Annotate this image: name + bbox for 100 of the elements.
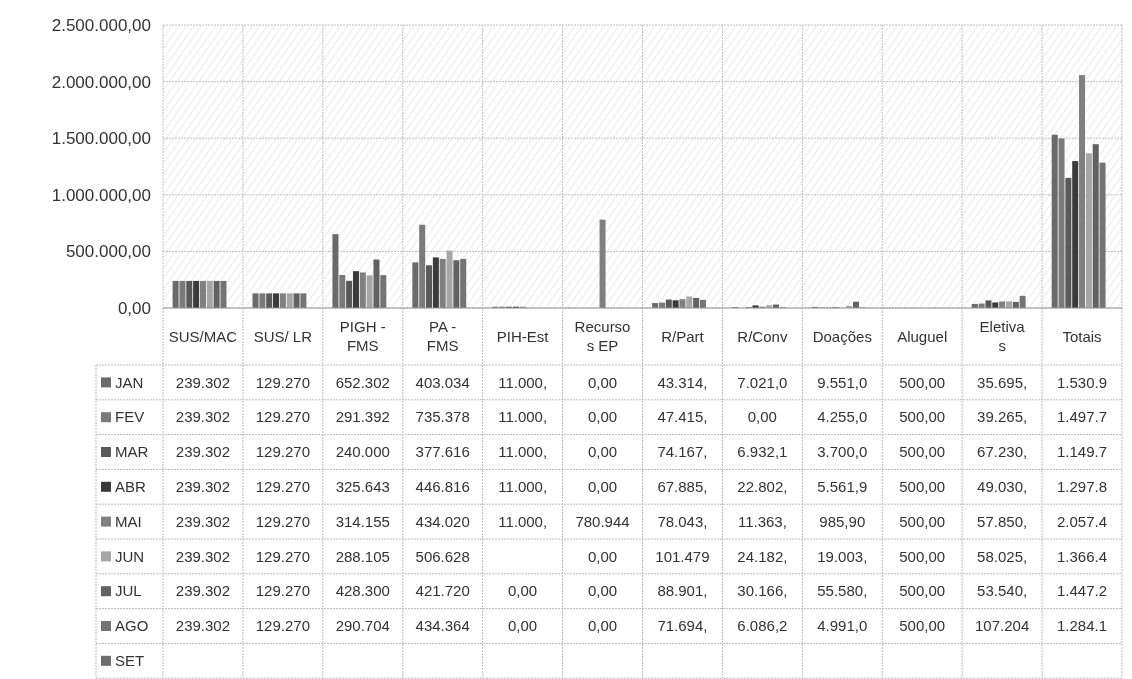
x-tick-label: Eletivas [979, 318, 1026, 355]
data-label: 88.901, [657, 582, 708, 600]
data-label: 428.300 [335, 582, 390, 600]
y-tick-label: 0,00 [117, 298, 151, 318]
data-label: 1.149.7 [1057, 443, 1108, 461]
legend-label: JAN [115, 373, 144, 391]
data-label: 0,00 [587, 478, 618, 496]
data-label: 1.366.4 [1057, 547, 1108, 565]
data-label: 500,00 [899, 373, 946, 391]
data-label: 11.000, [498, 478, 548, 496]
data-label: 1.530.9 [1057, 373, 1108, 391]
data-label: 11.000, [498, 408, 548, 426]
data-label: 129.270 [255, 617, 310, 635]
data-label: 421.720 [415, 582, 470, 600]
data-label: 58.025, [977, 547, 1028, 565]
data-label: 1.297.8 [1057, 478, 1108, 496]
data-label: 74.167, [657, 443, 708, 461]
data-label: 1.447.2 [1057, 582, 1108, 600]
data-label: 49.030, [977, 478, 1028, 496]
data-label: 239.302 [175, 512, 231, 530]
data-label: 1.497.7 [1057, 408, 1108, 426]
legend-label: ABR [115, 478, 147, 496]
data-label: 291.392 [335, 408, 390, 426]
data-label: 57.850, [977, 512, 1028, 530]
x-tick-label: PIGH - FMS [339, 318, 386, 355]
data-label: 434.364 [415, 617, 470, 635]
x-tick-label: Aluguel [897, 327, 948, 345]
data-label: 129.270 [255, 582, 310, 600]
data-label: 2.057.4 [1057, 512, 1108, 530]
data-label: 652.302 [335, 373, 390, 391]
data-label: 71.694, [657, 617, 708, 635]
legend-label: MAR [115, 443, 149, 461]
x-tick-label: SUS/MAC [168, 327, 238, 345]
data-label: 239.302 [175, 547, 231, 565]
data-label: 6.932,1 [737, 443, 788, 461]
data-label: 47.415, [657, 408, 708, 426]
data-label: 67.230, [977, 443, 1028, 461]
data-label: 55.580, [817, 582, 868, 600]
data-label: 0,00 [587, 582, 618, 600]
data-label: 129.270 [255, 443, 310, 461]
data-label: 3.700,0 [817, 443, 868, 461]
data-label: 129.270 [255, 373, 310, 391]
data-label: 0,00 [508, 617, 538, 635]
data-label: 500,00 [899, 408, 946, 426]
x-tick-label: PA - FMS [426, 318, 459, 355]
legend-label: JUL [115, 582, 142, 600]
data-label: 239.302 [175, 443, 231, 461]
data-label: 500,00 [899, 547, 946, 565]
legend-label: AGO [115, 617, 149, 635]
data-label: 67.885, [657, 478, 708, 496]
x-tick-label: Totais [1062, 327, 1102, 345]
data-label: 500,00 [899, 478, 946, 496]
legend-label: MAI [115, 512, 142, 530]
y-tick-label: 1.500.000,00 [51, 129, 151, 149]
data-label: 5.561,9 [817, 478, 868, 496]
data-label: 11.000, [498, 373, 548, 391]
data-label: 9.551,0 [817, 373, 868, 391]
data-label: 24.182, [737, 547, 788, 565]
data-label: 314.155 [335, 512, 390, 530]
x-tick-label: R/Part [661, 327, 705, 345]
data-label: 403.034 [415, 373, 470, 391]
data-label: 239.302 [175, 478, 231, 496]
data-label: 11.363, [737, 512, 787, 530]
data-label: 107.204 [975, 617, 1030, 635]
data-label: 4.991,0 [817, 617, 868, 635]
data-label: 290.704 [335, 617, 390, 635]
data-label: 1.284.1 [1057, 617, 1108, 635]
data-label: 239.302 [175, 373, 231, 391]
data-label: 0,00 [587, 373, 618, 391]
data-label: 0,00 [587, 617, 618, 635]
data-label: 0,00 [587, 408, 618, 426]
data-label: 22.802, [737, 478, 788, 496]
data-label: 239.302 [175, 617, 231, 635]
data-label: 129.270 [255, 547, 310, 565]
data-label: 377.616 [415, 443, 470, 461]
data-label: 780.944 [575, 512, 630, 530]
data-label: 4.255,0 [817, 408, 868, 426]
data-label: 7.021,0 [737, 373, 788, 391]
y-tick-label: 1.000.000,00 [51, 185, 151, 205]
data-label: 239.302 [175, 582, 231, 600]
legend-label: JUN [115, 547, 145, 565]
x-tick-label: Recursos EP [574, 318, 631, 355]
data-label: 446.816 [415, 478, 470, 496]
data-label: 239.302 [175, 408, 231, 426]
legend-label: FEV [115, 408, 145, 426]
data-label: 500,00 [899, 582, 946, 600]
x-tick-label: PIH-Est [496, 327, 550, 345]
data-label: 129.270 [255, 512, 310, 530]
legend-label: SET [115, 652, 145, 670]
data-label: 500,00 [899, 443, 946, 461]
data-label: 500,00 [899, 512, 946, 530]
data-label: 30.166, [737, 582, 788, 600]
data-label: 101.479 [655, 547, 710, 565]
data-label: 506.628 [415, 547, 470, 565]
data-label: 35.695, [977, 373, 1028, 391]
data-label: 39.265, [977, 408, 1028, 426]
y-tick-label: 500.000,00 [65, 242, 151, 262]
data-label: 6.086,2 [737, 617, 788, 635]
x-tick-label: R/Conv [737, 327, 788, 345]
data-label: 325.643 [335, 478, 390, 496]
